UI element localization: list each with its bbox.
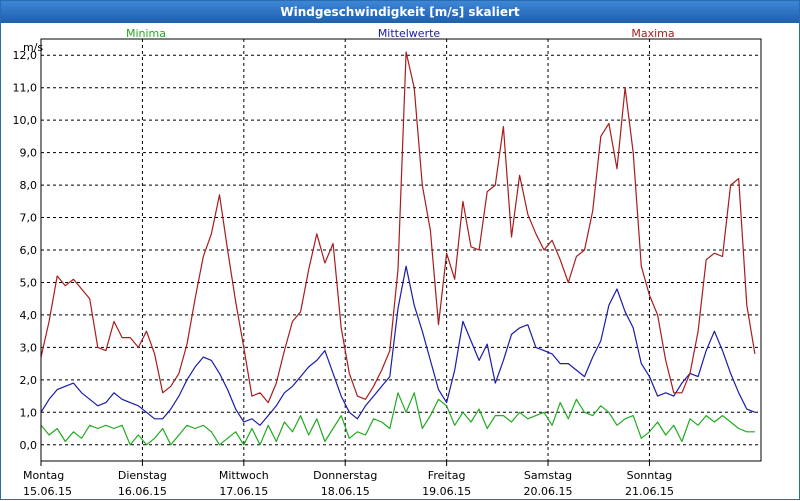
x-tick-day-label: Donnerstag [313, 469, 377, 482]
x-tick-day-label: Dienstag [118, 469, 167, 482]
x-tick-date-label: 20.06.15 [524, 485, 573, 498]
y-tick-label: 2,0 [20, 374, 38, 387]
x-tick-day-label: Montag [23, 469, 64, 482]
series-line-maxima [40, 51, 756, 404]
x-tick-date-label: 18.06.15 [321, 485, 370, 498]
x-tick-date-label: 17.06.15 [219, 485, 268, 498]
series-line-mittelwerte [40, 265, 756, 426]
y-tick-label: 1,0 [20, 406, 38, 419]
plot-frame [40, 38, 762, 462]
y-tick-label: 9,0 [20, 147, 38, 160]
x-tick-day-label: Sonntag [627, 469, 673, 482]
y-tick-label: 10,0 [13, 114, 38, 127]
legend-minima: Minima [126, 27, 166, 40]
legend-mittelwerte: Mittelwerte [378, 27, 441, 40]
y-tick-label: 8,0 [20, 179, 38, 192]
legend-maxima: Maxima [631, 27, 674, 40]
y-tick-label: 3,0 [20, 341, 38, 354]
y-tick-label: 4,0 [20, 309, 38, 322]
y-tick-label: 11,0 [13, 82, 38, 95]
y-tick-label: 5,0 [20, 276, 38, 289]
x-tick-date-label: 16.06.15 [118, 485, 167, 498]
series-line-minima [40, 392, 755, 446]
y-tick-label: 6,0 [20, 244, 38, 257]
x-tick-day-label: Freitag [428, 469, 466, 482]
y-tick-label: 7,0 [20, 212, 38, 225]
x-tick-date-label: 15.06.15 [23, 485, 72, 498]
y-axis-unit-label: m/s [23, 41, 43, 54]
y-tick-label: 12,0 [13, 49, 38, 62]
x-tick-day-label: Mittwoch [219, 469, 269, 482]
x-tick-day-label: Samstag [524, 469, 572, 482]
x-tick-date-label: 19.06.15 [422, 485, 471, 498]
y-tick-label: 0,0 [20, 439, 38, 452]
x-tick-date-label: 21.06.15 [625, 485, 674, 498]
window-title: Windgeschwindigkeit [m/s] skaliert [1, 1, 799, 23]
